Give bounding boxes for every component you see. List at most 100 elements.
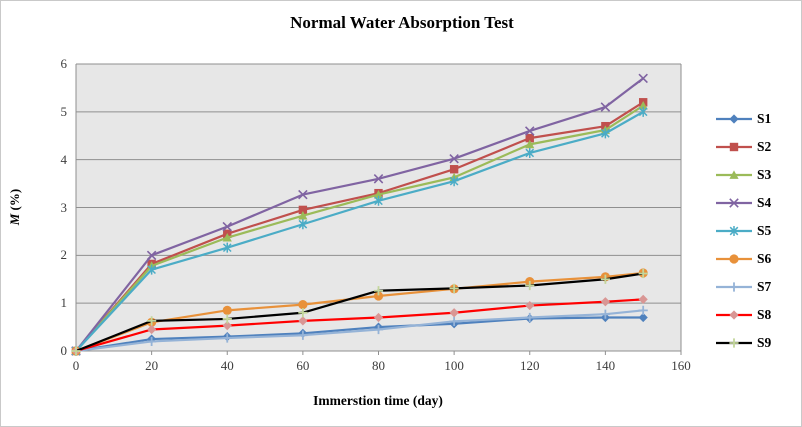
series-S5-marker-150 [638,106,648,117]
x-tick-label-60: 60 [296,358,310,373]
series-S7-marker-40 [222,333,232,343]
y-tick-label-3: 3 [60,199,68,215]
series-S6-marker-40 [222,305,232,315]
series-S9-marker-20 [147,316,157,326]
series-S8-marker-60 [298,316,308,326]
legend-item-S2: S2 [715,133,799,161]
legend-key-S7 [716,282,752,292]
y-axis-unit: (%) [7,188,22,214]
legend-label-S3: S3 [757,167,772,182]
series-S2-marker-60 [298,205,308,215]
series-S7-marker-150 [638,305,648,315]
series-S7-marker-20 [147,336,157,347]
series-S7-marker-120 [525,312,535,323]
legend-item-S1: S1 [715,105,799,133]
legend-key-S1 [716,114,752,124]
series-S9-marker-120 [525,280,535,291]
legend-label-S8: S8 [757,307,772,322]
series-S7-marker-140 [600,309,610,319]
series-S9-marker-40 [222,314,232,324]
chart-title: Normal Water Absorption Test [290,13,514,32]
series-S4-marker-40 [222,221,233,232]
legend-key-S6 [716,254,752,264]
series-S4-marker-140 [600,102,611,112]
legend-key-S4 [716,198,752,208]
series-S8-marker-100 [449,308,459,318]
y-tick-label-1: 1 [60,295,68,311]
series-S5-marker-100 [449,176,459,187]
legend-item-S5: S5 [715,217,799,245]
series-S2-marker-100 [449,165,459,174]
legend-label-S1: S1 [757,111,772,126]
series-S8-marker-120 [525,300,535,311]
legend-label-S9: S9 [757,335,772,350]
legend-key-S3 [716,170,752,179]
series-S3-marker-150 [638,101,648,110]
legend-key-S8 [716,310,752,320]
legend-label-S2: S2 [757,139,772,154]
x-axis-title: Immerstion time (day) [313,393,443,408]
series-S9-marker-80 [373,286,384,296]
legend-label-S4: S4 [757,195,772,210]
series-S9-marker-100 [449,283,459,293]
series-S9-marker-150 [638,268,648,279]
y-tick-label-5: 5 [60,103,68,119]
series-S8-marker-20 [147,324,157,335]
series-S8-marker-40 [222,321,232,331]
legend-label-S7: S7 [757,279,772,294]
series-S5-marker-80 [374,195,383,206]
series-S5-marker-20 [147,264,156,275]
legend-item-S7: S7 [715,273,799,301]
series-S4-marker-120 [524,126,535,136]
x-tick-label-0: 0 [72,358,80,373]
legend-item-S4: S4 [715,189,799,217]
series-S3-marker-40 [222,233,232,242]
series-S9-marker-0 [71,346,81,356]
series-S5-marker-60 [298,219,308,230]
series-S7-marker-80 [373,324,384,335]
series-S2-marker-120 [525,133,534,143]
series-S6-marker-60 [298,300,308,310]
series-S3-marker-80 [373,189,384,199]
legend-item-S6: S6 [715,245,799,273]
series-S5-marker-120 [525,147,535,158]
series-S5-marker-40 [222,242,232,253]
y-axis-title: M (%) [7,157,23,257]
y-axis-symbol: M [7,213,22,226]
series-S9-marker-60 [298,308,308,318]
series-S1-marker-150 [638,312,648,323]
series-S7-marker-100 [449,316,459,326]
series-S8-marker-80 [373,312,384,323]
series-S4-marker-80 [373,174,384,184]
legend: S1 S2 S3 S4 S5 S6 S7 S8 S9 [715,105,799,357]
series-S3-marker-120 [525,139,535,149]
series-S8-marker-150 [638,294,648,304]
series-S4-marker-150 [638,73,648,84]
series-S7-marker-60 [298,330,308,340]
legend-key-S2 [716,142,752,152]
x-tick-label-20: 20 [145,358,159,373]
series-S4-marker-60 [298,189,308,200]
legend-item-S8: S8 [715,301,799,329]
legend-item-S3: S3 [715,161,799,189]
x-tick-label-160: 160 [671,358,691,373]
y-tick-label-2: 2 [60,247,68,263]
x-tick-label-100: 100 [444,358,464,373]
series-S9-marker-140 [600,274,610,284]
y-tick-label-6: 6 [60,56,68,71]
x-tick-label-140: 140 [595,358,616,373]
x-tick-label-80: 80 [372,358,385,373]
x-tick-label-120: 120 [520,358,540,373]
series-S8-marker-140 [600,297,610,307]
series-S4-marker-20 [146,250,157,261]
y-tick-label-0: 0 [60,343,68,358]
legend-label-S6: S6 [757,251,772,266]
legend-key-S5 [716,226,752,236]
series-S4-marker-100 [449,153,459,164]
series-S5-marker-140 [601,128,610,139]
y-tick-label-4: 4 [60,151,68,167]
legend-label-S5: S5 [757,223,772,238]
x-tick-label-40: 40 [220,358,234,373]
